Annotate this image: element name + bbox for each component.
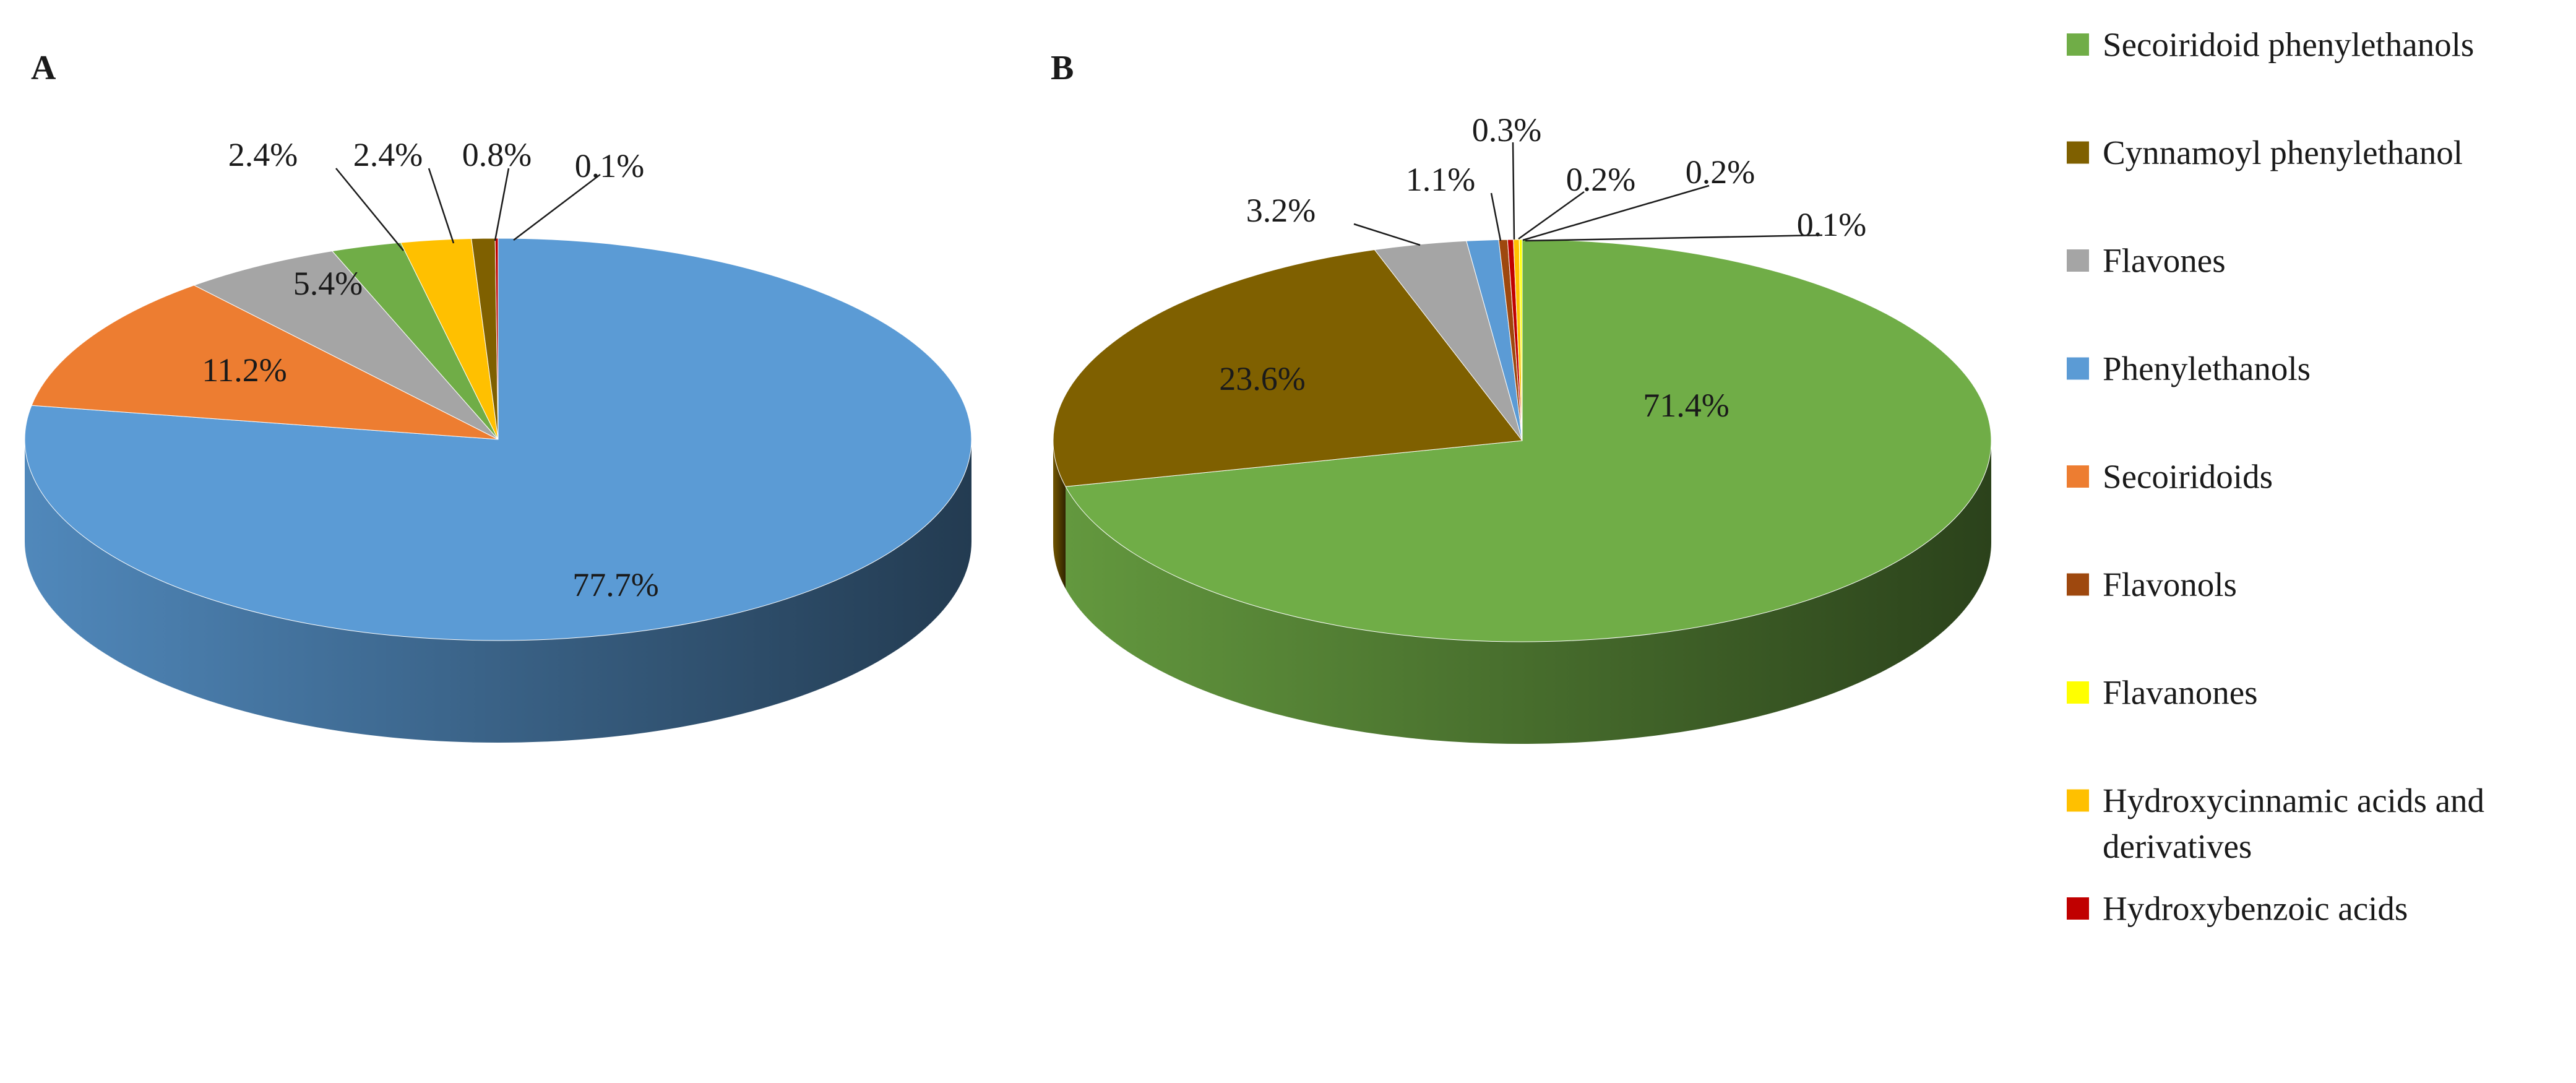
legend-swatch xyxy=(2067,573,2089,596)
leader-line xyxy=(1525,234,1823,242)
legend-swatch xyxy=(2067,465,2089,488)
data-label: 11.2% xyxy=(202,352,286,389)
leader-line xyxy=(513,174,601,241)
slice-side-secoiridoid-phenylethanols xyxy=(1066,441,1991,744)
data-label: 23.6% xyxy=(1219,360,1305,397)
pie-chart-b: 71.4% 23.6% 3.2% 1.1% 0.3% 0.2% 0.2% 0.1% xyxy=(1053,111,1992,744)
legend-item-flavonols: Flavonols xyxy=(2067,566,2237,603)
legend-swatch xyxy=(2067,897,2089,920)
legend-swatch xyxy=(2067,681,2089,704)
legend-swatch xyxy=(2067,249,2089,272)
legend-label: Phenylethanols xyxy=(2103,350,2311,387)
data-label: 0.3% xyxy=(1472,111,1541,149)
slice-flavanones[interactable] xyxy=(1518,239,1523,441)
legend-item-secoiridoid-phenylethanols: Secoiridoid phenylethanols xyxy=(2067,26,2474,64)
legend-swatch xyxy=(2067,33,2089,56)
legend-label: Secoiridoids xyxy=(2103,458,2273,496)
pie-b-data-labels: 71.4% 23.6% 3.2% 1.1% 0.3% 0.2% 0.2% 0.1% xyxy=(1219,111,1866,424)
data-label: 0.1% xyxy=(575,147,644,184)
data-label: 0.2% xyxy=(1686,153,1755,191)
legend-item-secoiridoids: Secoiridoids xyxy=(2067,458,2273,496)
slice-cynnamoyl-phenylethanol[interactable] xyxy=(1053,249,1523,487)
pie-b-top-faces xyxy=(1053,239,1992,642)
leader-line xyxy=(1490,192,1502,241)
leader-line xyxy=(428,168,455,244)
leader-line xyxy=(1518,191,1585,240)
legend-label: Flavones xyxy=(2103,242,2226,280)
legend-swatch xyxy=(2067,141,2089,164)
data-label: 77.7% xyxy=(572,566,658,603)
data-label: 71.4% xyxy=(1643,387,1729,424)
panel-a-label: A xyxy=(31,49,56,87)
data-label: 5.4% xyxy=(293,265,363,302)
pie-a-side-walls xyxy=(25,439,971,743)
data-label: 0.8% xyxy=(462,136,532,173)
legend-label: derivatives xyxy=(2103,827,2252,865)
legend-label: Cynnamoyl phenylethanol xyxy=(2103,134,2463,171)
slice-side-cynnamoyl-phenylethanol xyxy=(1053,441,1066,589)
data-label: 0.2% xyxy=(1566,161,1635,198)
data-label: 1.1% xyxy=(1406,161,1475,198)
leader-line xyxy=(1522,184,1710,241)
data-label: 2.4% xyxy=(353,136,423,173)
pie-b-side-walls xyxy=(1053,441,1991,744)
legend-item-phenylethanols: Phenylethanols xyxy=(2067,350,2311,387)
legend-swatch xyxy=(2067,789,2089,812)
pie-a-data-labels: 77.7% 11.2% 5.4% 2.4% 2.4% 0.8% 0.1% xyxy=(202,136,658,603)
legend-item-flavanones: Flavanones xyxy=(2067,674,2258,712)
legend-swatch xyxy=(2067,357,2089,380)
data-label: 2.4% xyxy=(228,136,298,173)
slice-secoiridoid-phenylethanols[interactable] xyxy=(1065,239,1992,642)
legend-label: Flavanones xyxy=(2103,674,2258,712)
data-label: 3.2% xyxy=(1246,192,1316,229)
panel-b-label: B xyxy=(1051,49,1074,87)
pie-chart-a: 77.7% 11.2% 5.4% 2.4% 2.4% 0.8% 0.1% xyxy=(24,136,972,743)
leader-line xyxy=(1353,223,1421,246)
legend-item-hydroxycinnamic-acids-and-derivatives: Hydroxycinnamic acids and derivatives xyxy=(2067,782,2484,865)
legend-label: Secoiridoid phenylethanols xyxy=(2103,26,2474,64)
legend-label: Hydroxycinnamic acids and xyxy=(2103,782,2484,819)
legend-item-cynnamoyl-phenylethanol: Cynnamoyl phenylethanol xyxy=(2067,134,2463,171)
data-label: 0.1% xyxy=(1797,206,1866,243)
leader-line xyxy=(1512,142,1515,240)
slice-side-phenylethanols xyxy=(25,439,971,743)
legend-item-flavones: Flavones xyxy=(2067,242,2226,280)
legend-label: Flavonols xyxy=(2103,566,2237,603)
pie-a-top-faces xyxy=(24,238,972,641)
legend: Secoiridoid phenylethanols Cynnamoyl phen… xyxy=(2067,26,2484,928)
leader-line xyxy=(494,168,510,241)
leader-line xyxy=(335,168,404,251)
slice-secoiridoids[interactable] xyxy=(31,285,499,440)
legend-item-hydroxybenzoic-acids: Hydroxybenzoic acids xyxy=(2067,890,2408,928)
slice-flavones[interactable] xyxy=(194,251,499,440)
legend-label: Hydroxybenzoic acids xyxy=(2103,890,2408,928)
